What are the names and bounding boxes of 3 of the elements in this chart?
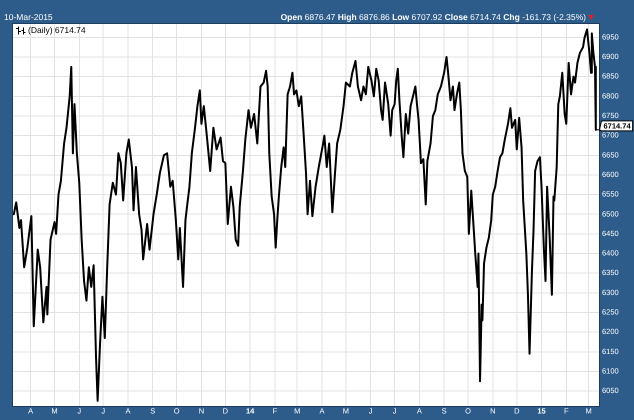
chart-subtitle: 10-Mar-2015 (4, 12, 53, 22)
text: Open 6876.47 High 6876.86 Low 6707.92 Close 6714.74 Chg -161.73 (-2.35%) (280, 12, 586, 22)
legend-label: (Daily) 6714.74 (28, 24, 86, 35)
